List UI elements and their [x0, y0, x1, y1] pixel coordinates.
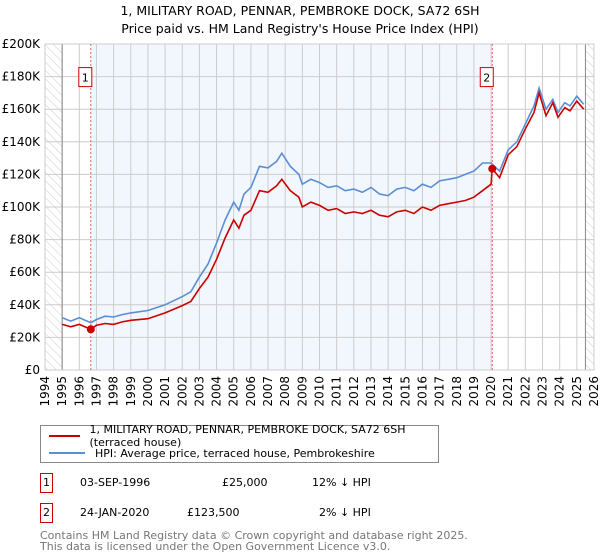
- legend-label-hpi: HPI: Average price, terraced house, Pemb…: [95, 446, 375, 460]
- y-tick-label: £180K: [2, 70, 42, 84]
- blue-line-swatch: [49, 452, 85, 454]
- x-tick-label: 2025: [570, 376, 584, 407]
- x-tick-label: 2014: [381, 376, 395, 407]
- x-tick-label: 1997: [89, 376, 103, 407]
- transaction-number: 1: [40, 473, 53, 493]
- y-tick-label: £160K: [2, 102, 42, 116]
- hpi-line: [61, 85, 585, 324]
- chart-title: 1, MILITARY ROAD, PENNAR, PEMBROKE DOCK,…: [0, 2, 600, 38]
- transaction-date: 03-SEP-1996: [80, 476, 151, 489]
- y-tick-label: £100K: [2, 200, 42, 214]
- legend: 1, MILITARY ROAD, PENNAR, PEMBROKE DOCK,…: [40, 423, 439, 463]
- x-tick-label: 2000: [141, 376, 155, 407]
- sale-point: [86, 325, 95, 334]
- transaction-price: £123,500: [187, 506, 240, 519]
- y-tick-label: £200K: [2, 37, 42, 51]
- transaction-row: 2 24-JAN-2020 £123,500 2% ↓ HPI: [40, 503, 440, 523]
- transaction-row: 1 03-SEP-1996 £25,000 12% ↓ HPI: [40, 473, 440, 493]
- y-tick-label: £60K: [9, 265, 41, 279]
- legend-label-property: 1, MILITARY ROAD, PENNAR, PEMBROKE DOCK,…: [89, 423, 406, 449]
- sale-label-box: [479, 67, 494, 88]
- transaction-price: £25,000: [222, 476, 268, 489]
- x-tick-label: 2010: [313, 376, 327, 407]
- x-tick-label: 2021: [501, 376, 515, 407]
- x-tick-label: 2006: [244, 376, 258, 407]
- x-tick-label: 2008: [278, 376, 292, 407]
- y-tick-label: £20K: [9, 330, 41, 344]
- x-tick-label: 2001: [158, 376, 172, 407]
- x-tick-label: 1994: [38, 376, 52, 407]
- transaction-number: 2: [40, 503, 53, 523]
- x-tick-label: 2023: [536, 376, 550, 407]
- x-tick-label: 2022: [518, 376, 532, 407]
- footer-line-1: Contains HM Land Registry data © Crown c…: [40, 529, 468, 542]
- x-tick-label: 2005: [227, 376, 241, 407]
- x-tick-label: 2026: [587, 376, 600, 407]
- x-tick-label: 2003: [192, 376, 206, 407]
- y-tick-label: £120K: [2, 167, 42, 181]
- legend-item-hpi: HPI: Average price, terraced house, Pemb…: [49, 445, 375, 461]
- x-tick-label: 2004: [210, 376, 224, 407]
- y-tick-label: £140K: [2, 135, 42, 149]
- x-tick-label: 2018: [450, 376, 464, 407]
- x-tick-label: 2017: [433, 376, 447, 407]
- title-line-2: Price paid vs. HM Land Registry's House …: [121, 21, 479, 36]
- transaction-hpi: 12% ↓ HPI: [312, 476, 371, 489]
- x-tick-label: 2007: [261, 376, 275, 407]
- sale-point: [488, 164, 497, 173]
- x-tick-label: 2009: [295, 376, 309, 407]
- x-tick-label: 1998: [107, 376, 121, 407]
- x-tick-label: 2012: [347, 376, 361, 407]
- y-tick-label: £40K: [9, 298, 41, 312]
- plot-frame: [44, 43, 595, 371]
- x-tick-label: 2024: [553, 376, 567, 407]
- title-line-1: 1, MILITARY ROAD, PENNAR, PEMBROKE DOCK,…: [120, 3, 480, 18]
- x-tick-label: 1995: [55, 376, 69, 407]
- x-tick-label: 2015: [398, 376, 412, 407]
- x-tick-label: 2011: [330, 376, 344, 407]
- sale-label: 1: [82, 72, 89, 85]
- red-line-swatch: [49, 435, 80, 437]
- footer-line-2: This data is licensed under the Open Gov…: [40, 540, 391, 553]
- legend-item-property: 1, MILITARY ROAD, PENNAR, PEMBROKE DOCK,…: [49, 423, 438, 449]
- x-tick-label: 2013: [364, 376, 378, 407]
- transaction-hpi: 2% ↓ HPI: [319, 506, 371, 519]
- footer: Contains HM Land Registry data © Crown c…: [40, 530, 468, 552]
- transaction-date: 24-JAN-2020: [80, 506, 150, 519]
- y-tick-label: £0: [25, 363, 40, 377]
- x-tick-label: 1996: [72, 376, 86, 407]
- x-tick-label: 2016: [415, 376, 429, 407]
- property-price-line: [61, 89, 585, 331]
- x-tick-label: 2002: [175, 376, 189, 407]
- x-tick-label: 2020: [484, 376, 498, 407]
- sale-label: 2: [483, 72, 490, 85]
- x-tick-label: 1999: [124, 376, 138, 407]
- sale-label-box: [78, 67, 93, 88]
- y-tick-label: £80K: [9, 233, 41, 247]
- x-tick-label: 2019: [467, 376, 481, 407]
